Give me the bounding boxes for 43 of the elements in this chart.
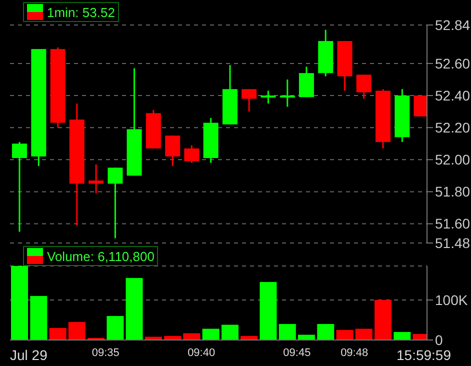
bar [278, 324, 296, 340]
bar [202, 328, 220, 340]
y-tick-label: 51.60 [435, 216, 470, 232]
candlestick [88, 164, 104, 194]
bar [260, 282, 277, 340]
legend-label: Volume: 6,110,800 [47, 248, 154, 264]
y-tick-label: 0 [435, 332, 443, 348]
y-tick-label: 52.84 [435, 16, 470, 33]
y-tick-label: 52.40 [435, 88, 470, 104]
text: Jul 29 [10, 347, 48, 363]
candlestick [280, 78, 295, 108]
bar [183, 333, 200, 340]
bar [374, 300, 392, 340]
legend-label: 1min: 53.52 [47, 4, 115, 20]
candlestick [260, 90, 276, 104]
bar [30, 296, 48, 340]
bar [126, 278, 143, 340]
y-tick-label: 52.20 [435, 120, 470, 136]
x-tick-label: 09:35 [92, 346, 120, 359]
bar [68, 322, 86, 340]
x-tick-label: 09:45 [283, 346, 311, 359]
x-tick-label: 09:40 [188, 346, 216, 359]
candlestick [356, 74, 372, 100]
y-tick-label: 52.60 [435, 55, 470, 72]
x-tick-label: 09:48 [340, 346, 368, 359]
bar [222, 324, 239, 340]
candlestick [12, 141, 27, 233]
y-tick-label: 51.48 [435, 234, 470, 251]
candlestick [108, 166, 123, 239]
bar [106, 316, 124, 340]
y-tick-label: 51.80 [435, 184, 470, 200]
candlestick [165, 134, 180, 167]
y-tick-label: 100K [435, 292, 468, 308]
bar [317, 324, 334, 340]
y-tick-label: 52.00 [435, 152, 470, 168]
candlestick [242, 88, 257, 112]
candlestick [184, 144, 200, 164]
bar [394, 332, 411, 340]
bar [49, 328, 66, 340]
bar [11, 266, 28, 340]
bar [355, 328, 372, 340]
bar [336, 330, 354, 340]
text: 15:59:59 [396, 347, 451, 363]
